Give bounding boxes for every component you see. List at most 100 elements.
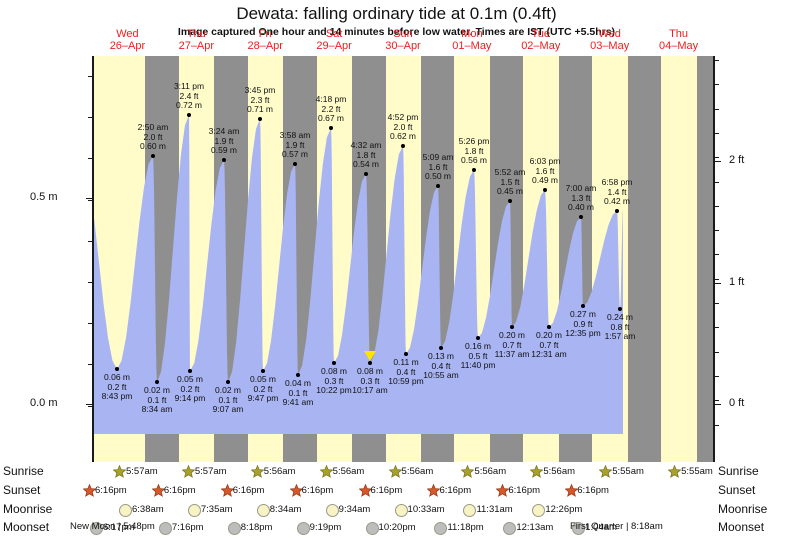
sunrise-time-1: 5:57am — [194, 466, 227, 477]
extreme-time: 7:00 am — [565, 183, 597, 193]
right-minor-tick — [715, 182, 719, 183]
extreme-label-26: 6:58 pm 1.4 ft 0.42 m — [577, 177, 657, 207]
sunrise-time-8: 5:55am — [681, 466, 713, 477]
moonset-time-0: 6:17pm — [103, 522, 135, 533]
extreme-feet: 2.2 ft — [321, 103, 341, 114]
extreme-metres: 0.13 m — [428, 351, 454, 361]
extreme-label-3: 0.02 m 0.1 ft 8:34 am — [117, 385, 197, 415]
lower-day-strip — [93, 434, 713, 462]
extreme-time: 3:58 am — [279, 130, 311, 140]
extreme-metres: 0.71 m — [247, 104, 273, 114]
strip-night-band-1 — [214, 434, 248, 462]
extreme-metres: 0.20 m — [536, 330, 562, 340]
astro-row-label-right-moonset: Moonset — [718, 520, 765, 534]
strip-night-band-2 — [283, 434, 317, 462]
left-minor-tick — [88, 241, 92, 242]
extreme-feet: 0.2 ft — [180, 383, 200, 394]
sunrise-time-2: 5:56am — [263, 466, 296, 477]
moonrise-disc-icon-4 — [394, 504, 408, 517]
right-minor-tick — [715, 279, 719, 280]
extreme-dot-0 — [151, 154, 155, 158]
left-minor-tick — [88, 76, 92, 77]
day-date: 27–Apr — [178, 40, 215, 52]
extreme-metres: 0.02 m — [144, 385, 170, 395]
extreme-feet: 0.9 ft — [573, 318, 593, 329]
moonset-time-3: 9:19pm — [309, 522, 342, 533]
sunrise-star-icon-0 — [112, 464, 127, 478]
extreme-dot-23 — [510, 325, 514, 329]
sunset-time-7: 6:16pm — [577, 485, 609, 496]
extreme-label-24: 7:00 am 1.3 ft 0.40 m — [541, 183, 621, 213]
astro-row-label-left-moonrise: Moonrise — [3, 502, 53, 516]
extreme-feet: 2.3 ft — [250, 94, 270, 105]
astro-row-label-left-moonset: Moonset — [3, 520, 50, 534]
day-header-6: Tue 02–May — [501, 28, 581, 52]
moonset-disc-icon-5 — [434, 522, 448, 535]
moonset-time-2: 8:18pm — [240, 522, 273, 533]
extreme-dot-25 — [547, 325, 551, 329]
moonrise-time-0: 6:38am — [132, 504, 164, 515]
extreme-label-18: 5:26 pm 1.8 ft 0.56 m — [434, 136, 514, 166]
extreme-metres: 0.45 m — [497, 186, 523, 196]
extreme-time: 3:11 pm — [173, 81, 205, 91]
right-minor-tick — [715, 425, 719, 426]
extreme-time: 8:43 pm — [101, 391, 133, 401]
right-minor-tick — [715, 60, 719, 61]
right-minor-tick — [715, 303, 719, 304]
left-tick-0 — [86, 198, 92, 199]
left-axis-label-1: 0.0 m — [30, 397, 58, 409]
extreme-feet: 2.0 ft — [393, 121, 413, 132]
extreme-dot-5 — [188, 369, 192, 373]
right-axis-label-1: 1 ft — [729, 276, 745, 288]
moonrise-time-3: 9:34am — [338, 504, 371, 515]
extreme-label-16: 5:09 am 1.6 ft 0.50 m — [398, 152, 478, 182]
extreme-dot-21 — [476, 336, 480, 340]
moonrise-time-4: 10:33am — [407, 504, 445, 515]
right-minor-tick — [715, 133, 719, 134]
right-minor-tick — [715, 230, 719, 231]
day-header-7: Wed 03–May — [570, 28, 650, 52]
day-date: 29–Apr — [316, 40, 352, 52]
extreme-label-10: 4:18 pm 2.2 ft 0.67 m — [291, 94, 371, 124]
day-of-week: Wed — [116, 28, 139, 40]
night-band-7 — [627, 56, 662, 434]
right-minor-tick — [715, 327, 719, 328]
sunset-time-2: 6:16pm — [232, 485, 265, 496]
extreme-label-8: 3:58 am 1.9 ft 0.57 m — [255, 130, 335, 160]
extreme-time: 4:18 pm — [315, 94, 347, 104]
extreme-label-4: 3:24 am 1.9 ft 0.59 m — [184, 126, 264, 156]
extreme-feet: 1.8 ft — [464, 145, 484, 156]
extreme-feet: 0.7 ft — [539, 339, 559, 350]
sunrise-star-icon-1 — [181, 464, 196, 478]
sunrise-star-icon-7 — [598, 464, 613, 478]
day-of-week: Thu — [669, 28, 689, 40]
astro-row-label-right-sunrise: Sunrise — [718, 464, 759, 478]
sunrise-star-icon-3 — [319, 464, 334, 478]
left-minor-tick — [88, 282, 92, 283]
extreme-feet: 0.2 ft — [253, 383, 273, 394]
plot-right-border — [713, 56, 715, 434]
right-minor-tick — [715, 400, 719, 401]
sunrise-time-0: 5:57am — [126, 466, 158, 477]
extreme-dot-4 — [222, 158, 226, 162]
day-of-week: Sat — [325, 28, 343, 40]
extreme-feet: 0.4 ft — [396, 366, 416, 377]
extreme-dot-9 — [261, 369, 265, 373]
extreme-feet: 0.4 ft — [431, 360, 451, 371]
moonrise-time-1: 7:35am — [200, 504, 233, 515]
day-of-week: Sun — [393, 28, 413, 40]
extreme-metres: 0.27 m — [570, 309, 596, 319]
extreme-feet: 0.1 ft — [288, 387, 308, 398]
extreme-label-7: 0.02 m 0.1 ft 9:07 am — [188, 385, 268, 415]
extreme-feet: 0.5 ft — [468, 350, 488, 361]
extreme-dot-26 — [615, 209, 619, 213]
sunset-time-1: 6:16pm — [163, 485, 196, 496]
day-of-week: Mon — [461, 28, 483, 40]
extreme-label-1: 0.06 m 0.2 ft 8:43 pm — [77, 372, 157, 402]
moonrise-time-6: 12:26pm — [545, 504, 583, 515]
day-header-5: Mon 01–May — [432, 28, 512, 52]
extreme-dot-28 — [618, 307, 622, 311]
strip-night-band-5 — [489, 434, 524, 462]
extreme-label-2: 3:11 pm 2.4 ft 0.72 m — [149, 81, 229, 111]
left-tick-1 — [86, 404, 92, 405]
